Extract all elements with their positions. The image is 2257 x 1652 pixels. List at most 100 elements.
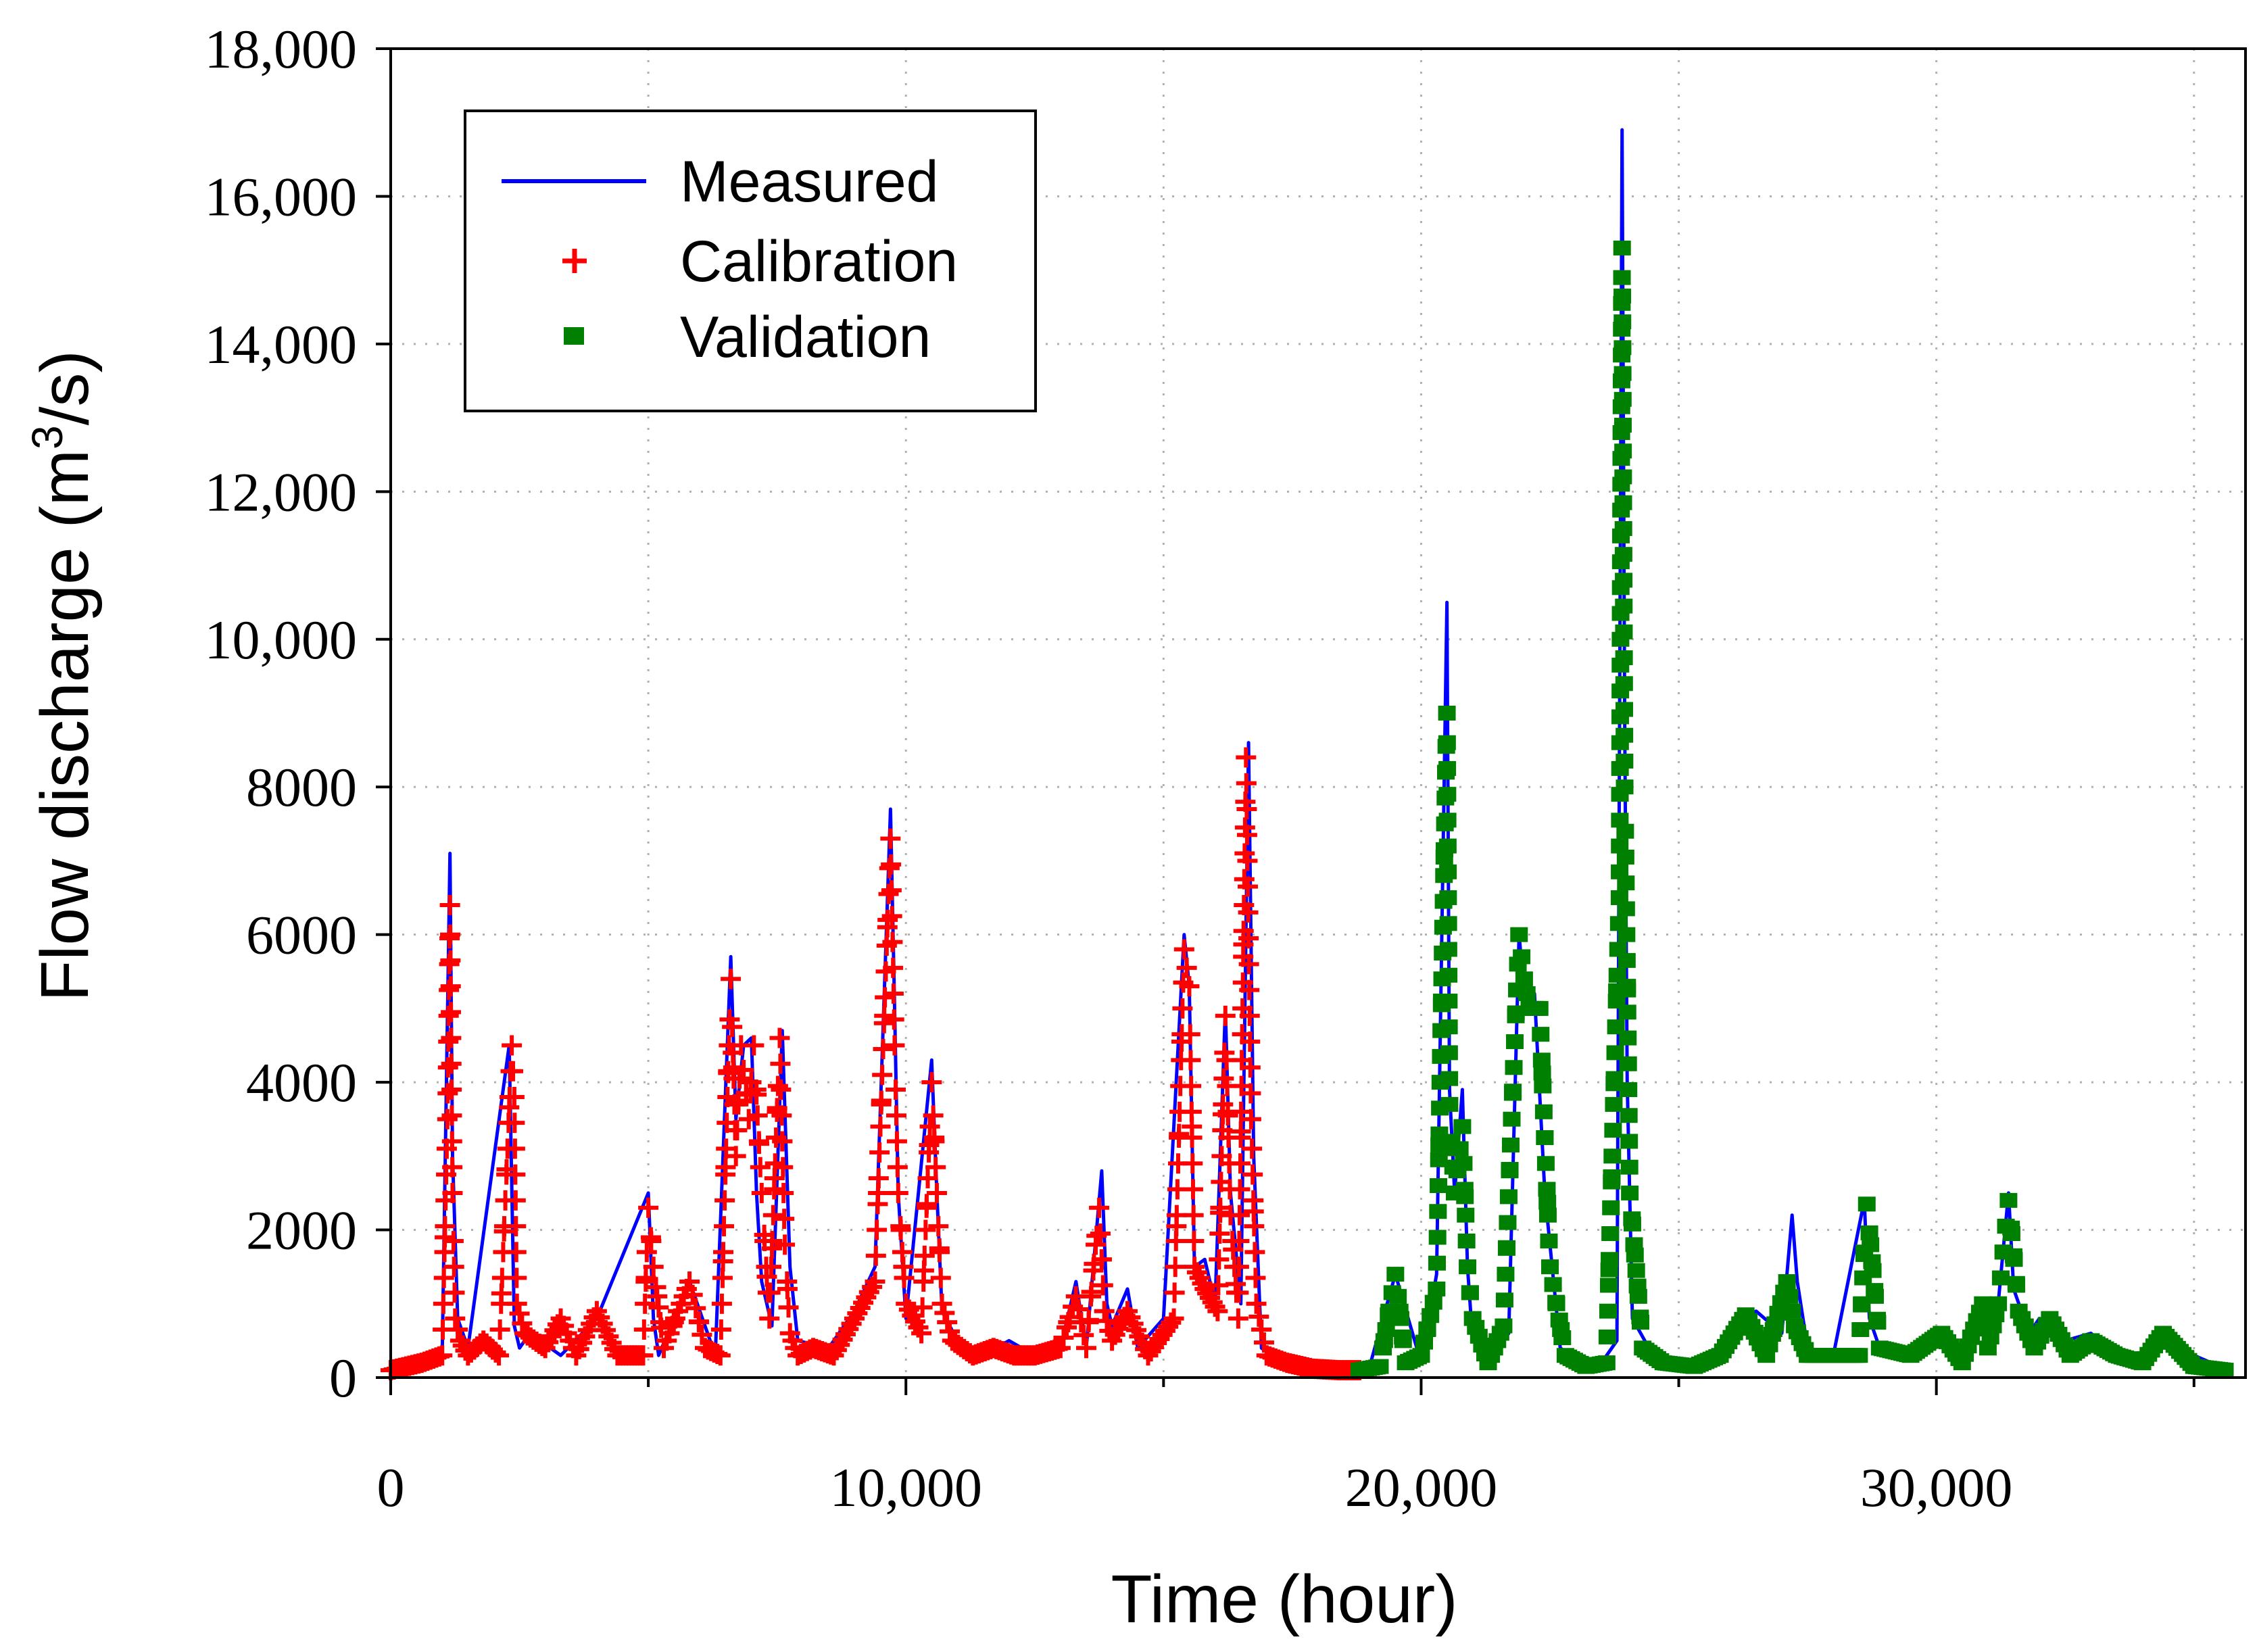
calibration-point bbox=[711, 1293, 732, 1314]
calibration-point bbox=[1208, 1275, 1229, 1296]
calibration-point bbox=[870, 1116, 891, 1137]
calibration-point bbox=[504, 1113, 525, 1134]
validation-point bbox=[1618, 952, 1636, 968]
validation-point bbox=[1613, 288, 1632, 303]
y-tick-label: 4000 bbox=[246, 1052, 357, 1113]
calibration-point bbox=[512, 1313, 533, 1334]
calibration-point bbox=[440, 950, 461, 971]
validation-point bbox=[1764, 1322, 1782, 1338]
validation-point bbox=[1613, 340, 1632, 356]
calibration-point bbox=[432, 1345, 453, 1366]
validation-point bbox=[1617, 901, 1635, 917]
calibration-point bbox=[1078, 1312, 1099, 1333]
validation-point bbox=[1615, 676, 1633, 691]
validation-point bbox=[1598, 1329, 1616, 1344]
calibration-point bbox=[1053, 1328, 1074, 1349]
calibration-point bbox=[489, 1345, 510, 1366]
validation-point bbox=[1989, 1296, 2008, 1311]
calibration-point bbox=[1163, 1308, 1184, 1329]
calibration-point bbox=[917, 1168, 938, 1189]
validation-point bbox=[1418, 1322, 1436, 1338]
validation-point bbox=[1453, 1119, 1472, 1134]
validation-point bbox=[1501, 1163, 1519, 1179]
calibration-point bbox=[433, 1267, 454, 1288]
validation-point bbox=[1394, 1329, 1412, 1344]
calibration-point bbox=[1248, 1306, 1269, 1327]
calibration-point bbox=[771, 1079, 792, 1100]
calibration-point bbox=[1240, 1083, 1261, 1104]
calibration-point bbox=[762, 1230, 783, 1251]
calibration-point bbox=[928, 1216, 949, 1237]
validation-point bbox=[1536, 1130, 1554, 1146]
x-axis-title: Time (hour) bbox=[1111, 1561, 1457, 1637]
validation-point bbox=[1603, 1148, 1622, 1164]
calibration-point bbox=[916, 1194, 937, 1215]
validation-point bbox=[1617, 875, 1635, 891]
validation-point bbox=[1615, 573, 1633, 588]
calibration-point bbox=[435, 1216, 456, 1237]
calibration-point bbox=[881, 854, 902, 875]
validation-point bbox=[1544, 1277, 1562, 1292]
y-axis-title-superscript: 3 bbox=[23, 425, 72, 450]
validation-point bbox=[1412, 1348, 1430, 1363]
validation-point bbox=[1851, 1322, 1870, 1338]
x-tick-label: 20,000 bbox=[1345, 1457, 1498, 1518]
validation-point bbox=[1613, 240, 1631, 256]
validation-point bbox=[1616, 727, 1634, 743]
validation-point bbox=[1613, 270, 1631, 285]
calibration-point bbox=[767, 1075, 788, 1096]
calibration-point bbox=[1236, 798, 1257, 819]
calibration-point bbox=[930, 1267, 951, 1288]
calibration-point bbox=[441, 1105, 462, 1126]
validation-point bbox=[1618, 927, 1636, 942]
calibration-point bbox=[1244, 1216, 1265, 1237]
calibration-point bbox=[762, 1205, 783, 1225]
calibration-point bbox=[1228, 1308, 1248, 1329]
calibration-point bbox=[1228, 1257, 1249, 1278]
calibration-point bbox=[886, 1131, 907, 1152]
calibration-point bbox=[1094, 1301, 1115, 1321]
calibration-point bbox=[1210, 1197, 1231, 1218]
calibration-point bbox=[1173, 939, 1194, 960]
calibration-point bbox=[441, 1027, 462, 1048]
validation-point bbox=[1499, 1189, 1518, 1205]
validation-point bbox=[1540, 1233, 1558, 1248]
calibration-point bbox=[1228, 1282, 1249, 1303]
calibration-point bbox=[773, 1157, 794, 1177]
calibration-point bbox=[871, 1090, 892, 1111]
calibration-point bbox=[437, 1109, 458, 1129]
validation-point bbox=[1461, 1285, 1479, 1301]
validation-point bbox=[1632, 1315, 1650, 1330]
calibration-point bbox=[774, 1209, 795, 1230]
validation-point bbox=[1536, 1156, 1555, 1171]
calibration-point bbox=[1182, 1179, 1203, 1200]
validation-point bbox=[1495, 1292, 1513, 1308]
calibration-point bbox=[892, 1242, 913, 1263]
validation-point bbox=[1495, 1318, 1513, 1334]
calibration-point bbox=[633, 1345, 654, 1366]
calibration-point bbox=[1245, 1267, 1266, 1288]
validation-point bbox=[1860, 1225, 1878, 1240]
calibration-point bbox=[445, 1308, 466, 1329]
calibration-point bbox=[1165, 1257, 1186, 1278]
validation-point bbox=[1457, 1233, 1476, 1248]
validation-point bbox=[1440, 993, 1458, 1009]
calibration-point bbox=[773, 1182, 794, 1203]
validation-point bbox=[1850, 1348, 1868, 1363]
validation-point bbox=[1599, 1303, 1617, 1319]
calibration-point bbox=[748, 1131, 769, 1152]
calibration-point bbox=[434, 1242, 455, 1263]
calibration-point bbox=[867, 1219, 888, 1240]
calibration-point bbox=[1229, 1205, 1250, 1225]
calibration-point bbox=[885, 1105, 906, 1126]
validation-point bbox=[1601, 1226, 1620, 1242]
calibration-point bbox=[1165, 1230, 1186, 1251]
calibration-point bbox=[764, 1179, 785, 1200]
calibration-point bbox=[437, 1057, 458, 1078]
calibration-point bbox=[772, 1131, 793, 1152]
calibration-point bbox=[438, 1005, 459, 1026]
calibration-point bbox=[442, 1157, 463, 1177]
validation-point bbox=[1439, 916, 1457, 931]
y-tick-label: 2000 bbox=[246, 1200, 357, 1261]
y-tick-label: 12,000 bbox=[205, 461, 358, 523]
